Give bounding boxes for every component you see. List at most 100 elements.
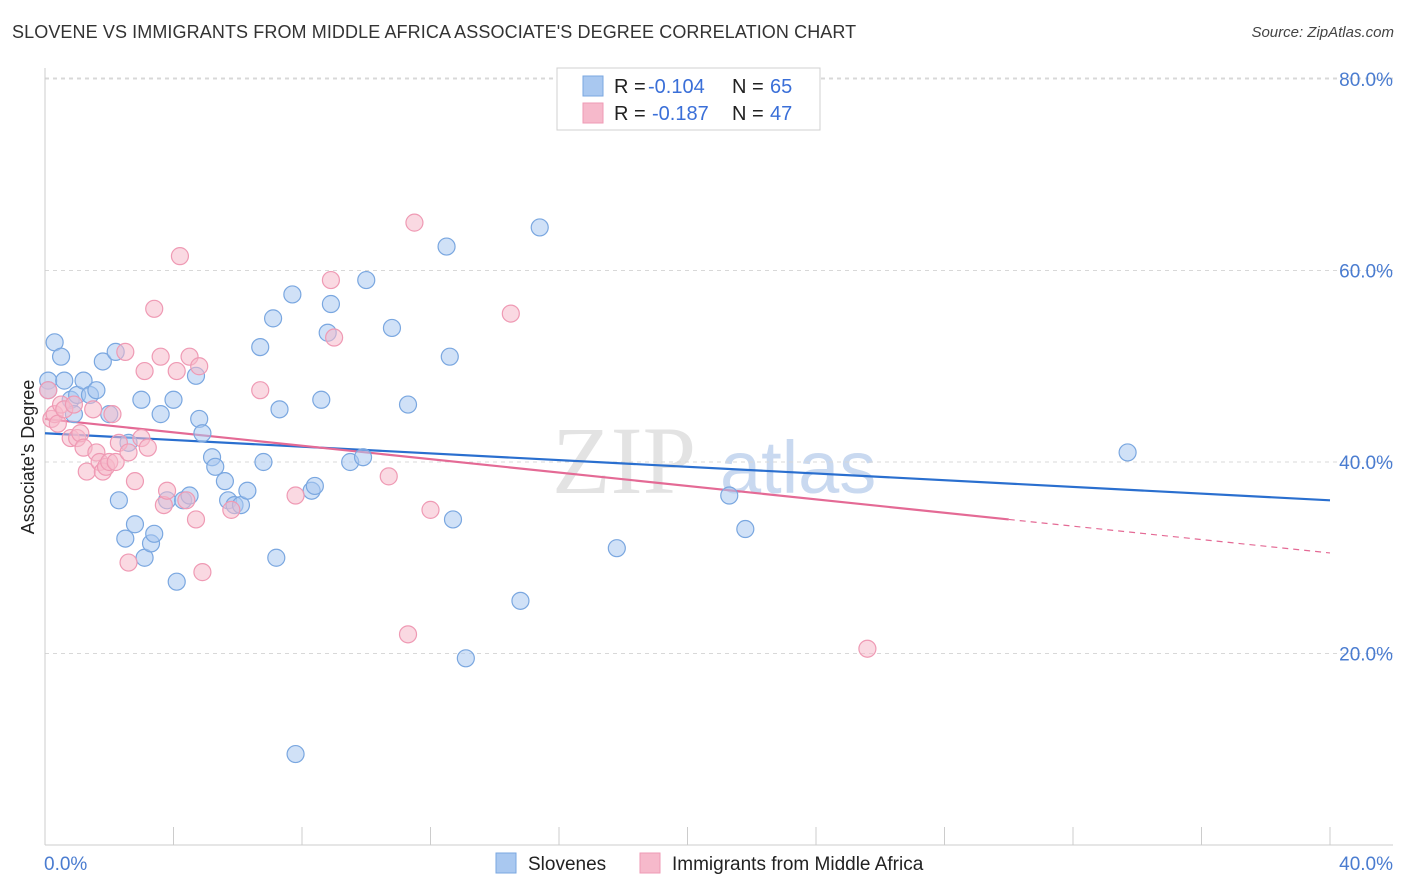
data-point-blue [286,744,305,764]
data-point-pink [167,361,186,381]
legend-n-label-pink: N = [732,103,764,125]
data-point-pink [222,500,241,519]
data-point-blue [398,395,418,414]
data-point-blue [353,448,373,467]
data-point-blue [270,400,289,419]
data-point-blue [145,524,164,543]
data-point-blue [164,390,183,409]
data-point-pink [157,481,177,500]
legend-n-value-blue: 65 [770,76,792,98]
series-legend-swatch-slovenes [495,852,517,874]
data-point-blue [93,352,112,371]
series-legend-swatch-middle-africa [639,852,661,874]
data-point-pink [379,467,398,486]
data-point-pink [398,625,418,644]
data-point-pink [119,553,138,572]
data-point-blue [267,548,286,567]
data-point-pink [251,381,270,400]
data-point-blue [238,481,257,500]
axes-layer: 20.0% 40.0% 60.0% 80.0% [44,68,1393,846]
legend-n-value-pink: 47 [770,103,792,125]
legend-swatch-pink [582,102,604,124]
data-point-pink [103,405,122,424]
data-point-pink [64,395,84,414]
data-point-pink [421,500,440,519]
chart-title: SLOVENE VS IMMIGRANTS FROM MIDDLE AFRICA… [12,22,857,42]
data-point-pink [190,357,209,376]
data-point-blue [321,294,341,314]
series-legend-label-slovenes: Slovenes [528,854,606,875]
data-point-blue [206,457,225,476]
data-point-pink [325,328,344,347]
watermark-atlas: atlas [720,426,876,509]
legend-n-label-blue: N = [732,76,764,98]
data-point-pink [177,491,196,510]
data-point-blue [263,309,283,328]
data-point-blue [1118,443,1137,462]
series-legend: Slovenes Immigrants from Middle Africa [495,852,924,875]
points-layer [39,213,1137,764]
data-point-blue [109,491,128,510]
data-point-blue [440,347,459,366]
data-point-pink [135,361,154,381]
data-point-pink [84,400,103,419]
data-point-pink [39,381,58,400]
data-point-blue [167,572,186,591]
data-point-blue [456,649,475,668]
data-point-blue [443,510,463,529]
data-point-blue [312,390,331,409]
data-point-blue [382,318,402,338]
y-tick-label: 20.0% [1339,645,1393,666]
data-point-blue [193,424,212,443]
data-point-blue [607,539,626,558]
stats-legend: R = -0.104 N = 65 R = -0.187 N = 47 [556,67,821,131]
trend-line-blue [44,432,1331,502]
y-tick-label: 80.0% [1339,70,1393,91]
legend-swatch-blue [582,75,604,97]
data-point-blue [51,347,71,366]
data-point-blue [215,472,234,491]
data-point-pink [138,438,157,457]
y-tick-label: 60.0% [1339,262,1393,283]
legend-r-label-blue: R = [614,76,646,98]
data-point-blue [720,486,739,505]
watermark: ZIP atlas [552,407,876,514]
y-tick-label: 40.0% [1339,453,1393,474]
data-point-blue [254,452,273,472]
series-legend-label-middle-africa: Immigrants from Middle Africa [672,854,924,875]
chart-source: Source: ZipAtlas.com [1251,24,1394,41]
data-point-pink [405,213,424,232]
data-point-pink [116,342,135,361]
x-tick-label-max: 40.0% [1339,854,1393,875]
data-point-blue [151,405,170,424]
data-point-pink [119,443,138,462]
data-point-pink [151,347,170,366]
data-point-blue [437,237,456,256]
data-point-pink [501,304,520,323]
x-tick-label-min: 0.0% [44,854,87,875]
data-point-pink [170,247,190,266]
data-point-blue [55,371,74,390]
data-point-blue [305,476,324,496]
data-point-pink [106,452,125,472]
data-point-pink [193,563,212,582]
y-axis-label: Associate's Degree [18,380,38,535]
data-point-pink [186,510,206,529]
grid-layer [45,77,1393,654]
data-point-blue [530,218,549,237]
data-point-pink [286,486,305,505]
data-point-blue [511,591,530,610]
legend-r-label-pink: R = [614,103,646,125]
data-point-blue [251,338,270,357]
legend-r-value-pink: -0.187 [652,103,709,125]
data-point-pink [145,299,164,318]
data-point-blue [87,381,106,400]
data-point-pink [125,472,145,491]
data-point-pink [858,639,877,658]
data-point-blue [132,390,151,409]
data-point-pink [321,270,341,290]
data-point-blue [283,285,302,304]
data-point-blue [125,515,145,534]
data-point-blue [116,529,135,548]
